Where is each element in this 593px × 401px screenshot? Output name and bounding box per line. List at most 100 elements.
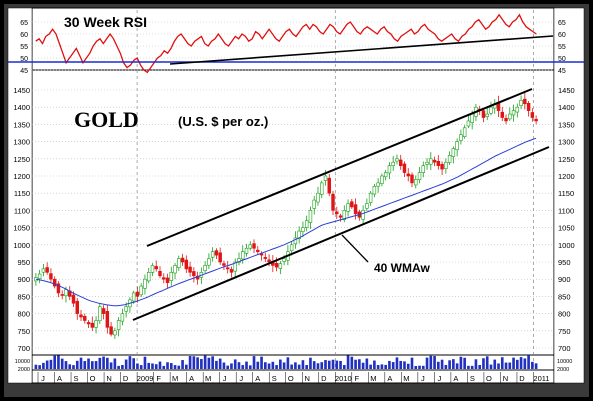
candle-body	[293, 237, 298, 245]
volume-bar	[515, 359, 519, 369]
candle-body	[350, 201, 354, 208]
x-tick-label: S	[74, 374, 79, 383]
volume-bar	[245, 361, 248, 369]
volume-bar	[388, 360, 391, 369]
volume-bar	[508, 362, 512, 369]
candlesticks	[34, 93, 538, 339]
chart-subtitle: (U.S. $ per oz.)	[178, 114, 268, 129]
volume-bar	[474, 359, 478, 369]
wma-annotation: 40 WMAw	[374, 261, 430, 275]
candle-body	[440, 163, 444, 170]
volume-bar	[87, 358, 90, 369]
candle-body	[37, 273, 42, 280]
candle-body	[421, 165, 426, 173]
volume-bar	[196, 357, 199, 369]
volume-bar	[109, 362, 113, 369]
candle-body	[259, 253, 264, 256]
volume-bar	[218, 358, 222, 369]
rsi-title: 30 Week RSI	[64, 14, 147, 30]
x-tick-label: O	[486, 374, 492, 383]
volume-bar	[188, 356, 192, 369]
candle-body	[308, 210, 313, 223]
candle-body	[135, 291, 140, 297]
volume-bar	[429, 355, 433, 369]
price-tick-label-left: 1000	[13, 241, 30, 250]
volume-bar	[290, 364, 293, 369]
volume-bar	[53, 355, 57, 369]
x-tick-label: A	[255, 374, 260, 383]
candle-body	[410, 174, 414, 184]
candle-body	[436, 161, 441, 166]
volume-bar	[173, 365, 177, 369]
volume-bar	[399, 360, 403, 369]
candle-body	[331, 193, 335, 211]
candle-body	[462, 127, 467, 137]
candle-body	[49, 273, 53, 280]
chart-title: GOLD	[74, 107, 139, 132]
volume-bar	[531, 361, 534, 369]
price-tick-label-right: 750	[558, 327, 571, 336]
volume-bar	[512, 357, 515, 369]
candle-body	[365, 203, 369, 209]
rsi-tick-label-left: 55	[20, 44, 28, 51]
volume-bar	[354, 359, 357, 369]
price-tick-label-left: 1300	[13, 138, 30, 147]
x-tick-label: J	[438, 374, 442, 383]
candle-body	[233, 261, 237, 272]
volume-bar	[68, 364, 72, 369]
volume-bar	[60, 358, 64, 369]
candle-body	[425, 161, 429, 165]
candle-body	[64, 289, 68, 297]
candle-body	[263, 257, 268, 259]
candle-body	[177, 258, 181, 268]
candle-body	[278, 263, 283, 269]
volume-bar	[147, 362, 151, 369]
candle-body	[229, 269, 234, 273]
candle-body	[45, 267, 49, 273]
candle-body	[383, 172, 388, 178]
volume-bar	[467, 365, 470, 369]
candle-body	[131, 292, 136, 302]
x-tick-label: J	[239, 374, 243, 383]
volume-bar	[139, 365, 143, 369]
x-tick-label: D	[321, 374, 327, 383]
volume-bar	[260, 356, 263, 369]
candle-body	[417, 172, 422, 180]
volume-bar	[410, 357, 414, 369]
candle-body	[98, 306, 102, 322]
volume-bar	[312, 361, 316, 369]
volume-bar	[45, 360, 49, 369]
price-tick-label-left: 1200	[13, 172, 30, 181]
volume-bar	[452, 359, 455, 369]
price-tick-label-right: 1450	[558, 86, 575, 95]
rsi-tick-label-right: 60	[558, 32, 566, 39]
candle-body	[71, 294, 76, 304]
candle-body	[244, 247, 249, 254]
x-tick-label: A	[57, 374, 62, 383]
volume-bar	[124, 359, 128, 369]
volume-bar	[83, 361, 87, 369]
volume-bar	[414, 365, 418, 369]
volume-tick-label-left: 10000	[15, 359, 30, 365]
volume-bar	[335, 360, 339, 369]
volume-tick-label-right: 10000	[557, 359, 572, 365]
candle-body	[120, 313, 125, 322]
candle-body	[105, 311, 110, 328]
volume-tick-label-right: 2000	[557, 367, 569, 373]
volume-bar	[215, 360, 218, 369]
candle-body	[192, 271, 196, 277]
candle-body	[256, 249, 260, 252]
volume-bar	[425, 357, 429, 369]
volume-bar	[72, 365, 75, 369]
price-tick-label-right: 1350	[558, 120, 575, 129]
candle-body	[252, 243, 256, 249]
volume-bar	[64, 361, 68, 369]
volume-bar	[263, 362, 267, 369]
price-tick-label-left: 700	[17, 344, 30, 353]
volume-bar	[166, 362, 169, 369]
price-tick-label-right: 1000	[558, 241, 575, 250]
x-tick-label: M	[172, 374, 178, 383]
volume-bar	[403, 361, 406, 369]
price-tick-label-left: 900	[17, 275, 30, 284]
